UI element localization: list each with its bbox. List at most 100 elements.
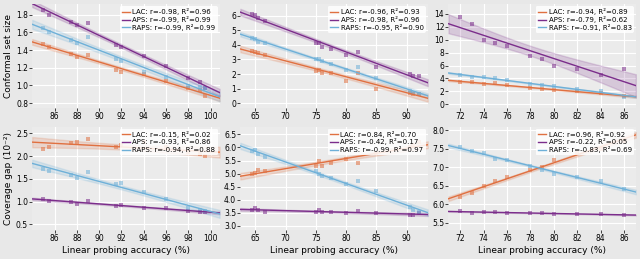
Point [250, 147, 260, 152]
Point [371, 189, 381, 193]
Point [413, 92, 424, 97]
Point [38, 26, 49, 30]
Point [455, 73, 465, 77]
Point [596, 212, 606, 217]
Point [525, 164, 536, 168]
Point [413, 74, 424, 78]
Point [311, 210, 321, 214]
Point [253, 16, 264, 20]
Point [250, 206, 260, 210]
Point [116, 45, 127, 49]
Point [502, 83, 512, 87]
Point [408, 213, 418, 218]
Point [195, 210, 205, 214]
Point [314, 171, 324, 176]
Point [317, 59, 327, 63]
Point [116, 181, 127, 185]
Point [596, 147, 606, 151]
Point [200, 86, 210, 90]
Point [341, 68, 351, 72]
Y-axis label: Conformal set size: Conformal set size [4, 14, 13, 98]
Point [341, 79, 351, 83]
Point [183, 149, 193, 154]
Point [311, 57, 321, 62]
Point [341, 157, 351, 161]
Point [548, 84, 559, 88]
Point [38, 42, 49, 46]
Point [38, 147, 49, 151]
Point [44, 145, 54, 149]
Point [314, 68, 324, 72]
Point [490, 157, 500, 161]
Point [548, 88, 559, 92]
Point [525, 211, 536, 215]
Point [111, 145, 121, 149]
Point [371, 87, 381, 91]
Point [83, 137, 93, 141]
Point [404, 205, 415, 209]
Point [314, 57, 324, 61]
Point [72, 202, 82, 206]
Point [311, 169, 321, 173]
Point [490, 179, 500, 183]
Point [44, 13, 54, 17]
Point [525, 168, 536, 172]
Point [247, 35, 257, 40]
Point [200, 210, 210, 214]
Point [413, 140, 424, 144]
Point [404, 89, 415, 93]
Point [404, 213, 415, 217]
Point [111, 68, 121, 72]
Point [66, 173, 76, 177]
X-axis label: Linear probing accuracy (%): Linear probing accuracy (%) [478, 246, 606, 255]
Point [116, 59, 127, 63]
Point [259, 155, 269, 160]
Point [479, 38, 489, 42]
Point [247, 208, 257, 212]
Point [404, 91, 415, 95]
Point [317, 70, 327, 75]
Point [537, 87, 547, 91]
Point [253, 168, 264, 172]
Point [139, 205, 149, 210]
Point [455, 195, 465, 199]
Point [311, 69, 321, 73]
Point [353, 65, 364, 69]
Point [259, 41, 269, 46]
Point [183, 84, 193, 88]
Point [467, 21, 477, 26]
Point [200, 209, 210, 213]
Point [490, 210, 500, 214]
Point [247, 12, 257, 16]
Point [183, 206, 193, 211]
Point [502, 175, 512, 179]
Point [537, 168, 547, 172]
Point [317, 45, 327, 49]
Point [253, 51, 264, 55]
Point [311, 41, 321, 46]
Point [161, 145, 171, 149]
Point [537, 211, 547, 215]
Point [66, 20, 76, 24]
Point [326, 210, 336, 214]
Point [341, 211, 351, 215]
Point [317, 210, 327, 214]
Point [195, 88, 205, 92]
Point [200, 86, 210, 90]
Point [525, 54, 536, 58]
Point [619, 186, 629, 191]
Point [479, 75, 489, 79]
Point [467, 74, 477, 78]
Point [38, 197, 49, 202]
Point [38, 8, 49, 12]
Point [161, 75, 171, 79]
Point [139, 72, 149, 76]
Point [353, 50, 364, 54]
Point [502, 159, 512, 163]
Point [455, 80, 465, 84]
Point [353, 209, 364, 213]
Point [572, 67, 582, 71]
Point [72, 41, 82, 45]
Point [619, 213, 629, 217]
Point [200, 154, 210, 158]
